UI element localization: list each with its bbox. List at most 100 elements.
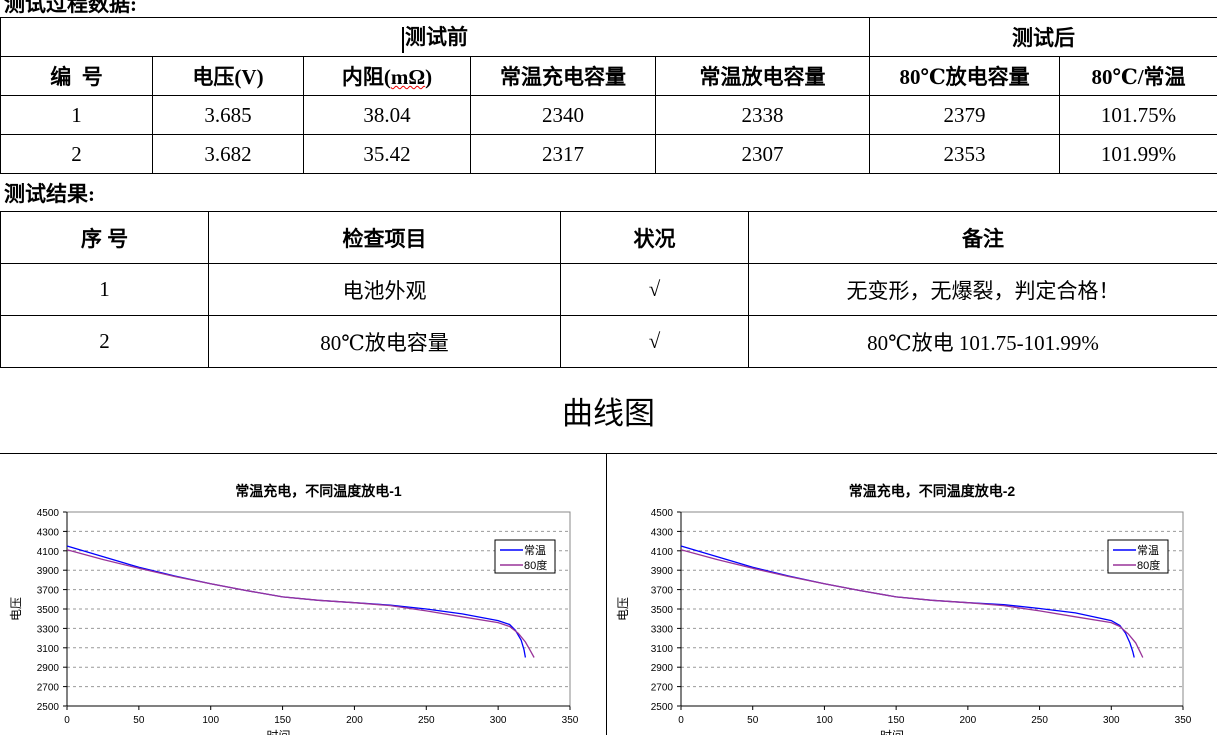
series-line-常温 bbox=[680, 545, 1135, 658]
x-tick-label: 300 bbox=[490, 715, 507, 726]
series-line-80度 bbox=[66, 549, 535, 658]
chart-1: 常温充电，不同温度放电-1250027002900310033003500370… bbox=[9, 483, 579, 735]
series-line-80度 bbox=[680, 549, 1144, 658]
x-tick-label: 100 bbox=[816, 715, 833, 726]
table-row: 1 3.685 38.04 2340 2338 2379 101.75% bbox=[0, 95, 1217, 135]
header-cell: 编 号 bbox=[0, 56, 153, 96]
legend-label: 80度 bbox=[524, 558, 547, 572]
header-cell: 电压(V) bbox=[152, 56, 304, 96]
table-cell: 2317 bbox=[470, 134, 656, 174]
y-tick-label: 2900 bbox=[651, 663, 674, 674]
legend-label: 常温 bbox=[1137, 544, 1159, 557]
x-tick-label: 150 bbox=[274, 715, 291, 726]
chart-2: 常温充电，不同温度放电-2 2500 2700 2900 3100 3300 3500 370… bbox=[616, 483, 1192, 735]
text-cursor bbox=[402, 26, 405, 53]
table-cell: 101.99% bbox=[1059, 134, 1217, 174]
table-cell: 3.682 bbox=[152, 134, 304, 174]
chart-title: 常温充电，不同温度放电-1 bbox=[235, 483, 402, 499]
table-cell: 35.42 bbox=[303, 134, 471, 174]
y-tick-label: 3100 bbox=[37, 644, 60, 655]
y-tick-label: 2500 bbox=[37, 702, 60, 713]
table-cell: 80℃放电容量 bbox=[208, 315, 561, 368]
y-tick-label: 4500 bbox=[37, 508, 60, 519]
table-row: 2 80℃放电容量 √ 80℃放电 101.75-101.99% bbox=[0, 315, 1217, 368]
spellcheck-underline: mΩ bbox=[390, 65, 426, 89]
chart-title: 常温充电，不同温度放电-2 bbox=[849, 483, 1016, 499]
y-tick-label: 2900 bbox=[37, 663, 60, 674]
curve-title: 曲线图 bbox=[562, 396, 655, 431]
group-header-row: 测试前 测试后 bbox=[0, 17, 1217, 57]
x-tick-label: 100 bbox=[202, 715, 219, 726]
result-table: 序 号 检查项目 状况 备注 1 电池外观 √ 无变形，无爆裂，判定合格！ 2 … bbox=[0, 211, 1217, 368]
chart-divider bbox=[606, 453, 607, 735]
y-tick-label: 2700 bbox=[37, 683, 60, 694]
x-tick-label: 250 bbox=[1031, 715, 1048, 726]
y-tick-label: 2700 bbox=[651, 683, 674, 694]
chart-frame-top bbox=[0, 453, 1217, 454]
legend-label: 80度 bbox=[1137, 558, 1160, 572]
x-axis-label: 时间 bbox=[880, 729, 904, 735]
header-cell: 内阻(mΩ) bbox=[303, 56, 471, 96]
x-tick-label: 250 bbox=[418, 715, 435, 726]
table-row: 2 3.682 35.42 2317 2307 2353 101.99% bbox=[0, 134, 1217, 174]
header-cell: 80℃/常温 bbox=[1059, 56, 1217, 96]
table-cell: 1 bbox=[0, 95, 153, 135]
y-tick-label: 3500 bbox=[651, 605, 674, 616]
header-cell: 常温充电容量 bbox=[470, 56, 656, 96]
table-cell: 3.685 bbox=[152, 95, 304, 135]
legend-box bbox=[1107, 539, 1169, 574]
y-axis-label: 电压 bbox=[616, 597, 630, 621]
section-process-title: 测试过程数据: bbox=[4, 0, 137, 16]
table-cell: 80℃放电 101.75-101.99% bbox=[748, 315, 1217, 368]
y-tick-label: 4100 bbox=[651, 547, 674, 558]
header-cell: 检查项目 bbox=[208, 211, 561, 264]
header-cell: 备注 bbox=[748, 211, 1217, 264]
header-cell: 80℃放电容量 bbox=[869, 56, 1061, 96]
y-tick-label: 4300 bbox=[651, 527, 674, 538]
y-tick-label: 3900 bbox=[37, 566, 60, 577]
y-tick-label: 4500 bbox=[651, 508, 674, 519]
table-cell: 2 bbox=[0, 315, 209, 368]
y-tick-label: 3100 bbox=[651, 644, 674, 655]
table-cell: 38.04 bbox=[303, 95, 471, 135]
table-cell: 101.75% bbox=[1059, 95, 1217, 135]
table-cell: 2379 bbox=[869, 95, 1061, 135]
table-cell: 2340 bbox=[470, 95, 656, 135]
header-cell: 常温放电容量 bbox=[654, 56, 871, 96]
section-result-title: 测试结果: bbox=[4, 182, 95, 206]
x-tick-label: 300 bbox=[1103, 715, 1120, 726]
table-cell: 电池外观 bbox=[208, 263, 561, 316]
table-cell: 无变形，无爆裂，判定合格！ bbox=[748, 263, 1217, 316]
y-tick-label: 3900 bbox=[651, 566, 674, 577]
y-tick-label: 3700 bbox=[651, 586, 674, 597]
series-line-常温 bbox=[66, 545, 527, 658]
table-cell: 2307 bbox=[654, 134, 871, 174]
legend-box bbox=[494, 539, 556, 574]
table-row: 1 电池外观 √ 无变形，无爆裂，判定合格！ bbox=[0, 263, 1217, 316]
x-tick-label: 50 bbox=[747, 715, 759, 726]
process-data-table: 测试前 测试后 编 号 电压(V) 内阻(mΩ) 常温充电容量 常温放电容量 8… bbox=[0, 17, 1217, 174]
x-tick-label: 350 bbox=[562, 715, 579, 726]
y-tick-label: 4300 bbox=[37, 527, 60, 538]
y-tick-label: 2500 bbox=[651, 702, 674, 713]
x-axis-label: 时间 bbox=[266, 729, 290, 735]
y-tick-label: 4100 bbox=[37, 547, 60, 558]
table-cell: 1 bbox=[0, 263, 209, 316]
y-tick-label: 3300 bbox=[651, 624, 674, 635]
x-tick-label: 200 bbox=[960, 715, 977, 726]
x-tick-label: 200 bbox=[346, 715, 363, 726]
header-cell: 序 号 bbox=[0, 211, 209, 264]
header-cell: 状况 bbox=[560, 211, 749, 264]
x-tick-label: 50 bbox=[133, 715, 145, 726]
table-cell: 2 bbox=[0, 134, 153, 174]
check-mark: √ bbox=[560, 315, 749, 368]
y-tick-label: 3300 bbox=[37, 624, 60, 635]
header-row: 编 号 电压(V) 内阻(mΩ) 常温充电容量 常温放电容量 80℃放电容量 8… bbox=[0, 56, 1217, 96]
table-cell: 2338 bbox=[654, 95, 871, 135]
check-mark: √ bbox=[560, 263, 749, 316]
x-tick-label: 150 bbox=[888, 715, 905, 726]
x-tick-label: 0 bbox=[64, 715, 70, 726]
group-header-before: 测试前 bbox=[0, 17, 871, 57]
y-axis-label: 电压 bbox=[9, 597, 23, 621]
y-tick-label: 3700 bbox=[37, 586, 60, 597]
